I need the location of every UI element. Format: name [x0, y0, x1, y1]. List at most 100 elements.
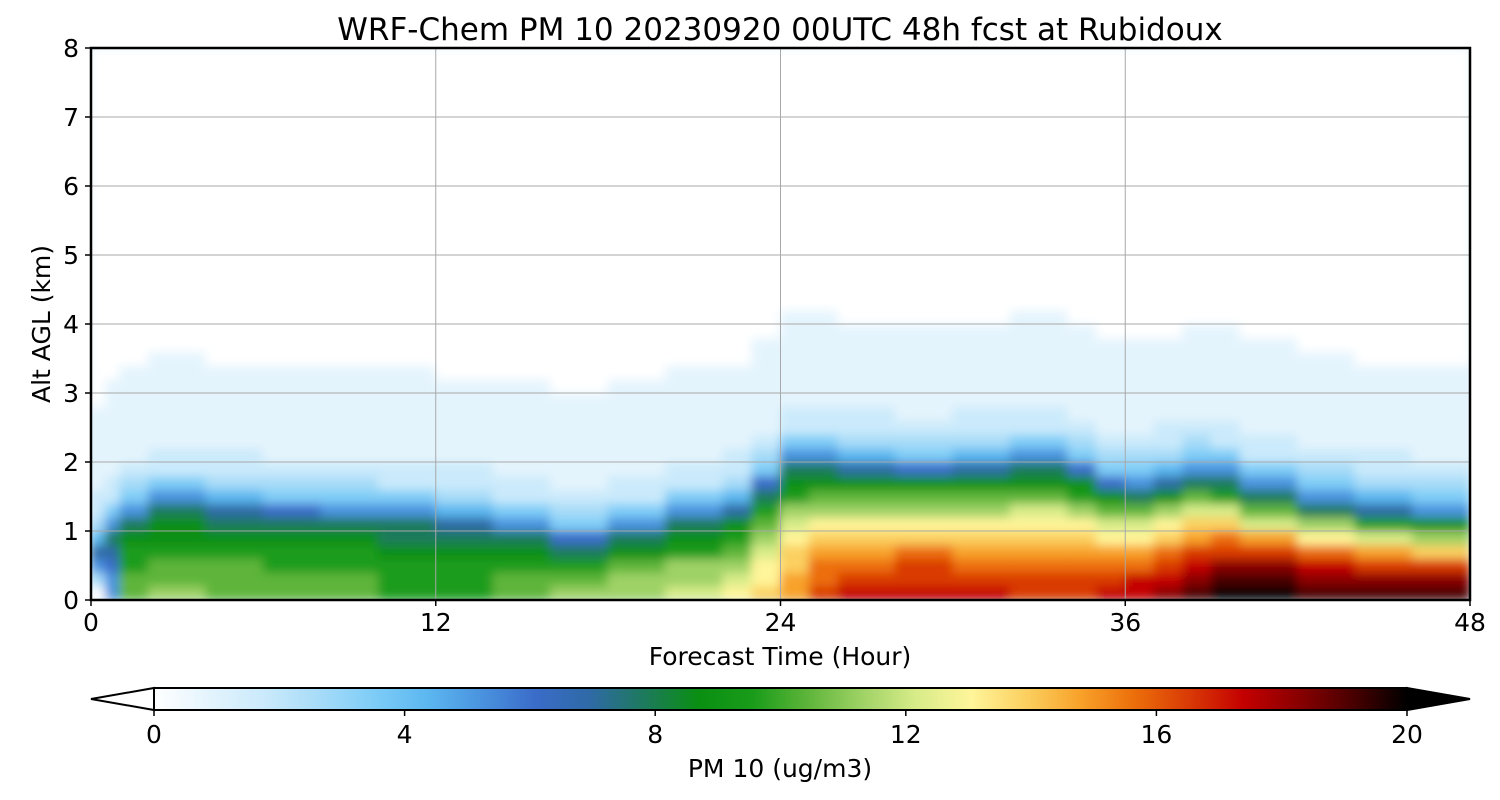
contour-cell [148, 530, 207, 546]
contour-cell [1124, 157, 1155, 173]
contour-cell [91, 461, 106, 477]
contour-cell [492, 433, 552, 449]
contour-cell [262, 61, 322, 77]
contour-cell [262, 420, 322, 435]
contour-cell [1096, 475, 1126, 491]
contour-cell [1412, 323, 1470, 339]
contour-cell [780, 530, 810, 546]
contour-cell [1297, 75, 1356, 90]
contour-cell [665, 475, 724, 491]
contour-cell [262, 144, 322, 159]
contour-cell [607, 240, 667, 256]
contour-cell [119, 102, 149, 118]
contour-cell [91, 75, 106, 90]
contour-cell [1096, 226, 1126, 242]
contour-cell [780, 558, 810, 573]
contour-cell [492, 61, 552, 77]
contour-cell [722, 282, 753, 297]
contour-cell [751, 544, 781, 560]
contour-cell [665, 130, 724, 146]
contour-cell [320, 558, 379, 573]
contour-cell [1009, 240, 1040, 256]
contour-cell [837, 254, 896, 270]
contour-cell [435, 433, 494, 449]
contour-cell [1354, 420, 1414, 435]
contour-cell [1067, 309, 1097, 325]
contour-cell [1153, 185, 1184, 201]
x-tick-label: 36 [1109, 608, 1141, 637]
contour-cell [722, 130, 753, 146]
contour-cell [607, 502, 667, 518]
contour-cell [1153, 502, 1184, 518]
contour-cell [665, 157, 724, 173]
contour-cell [205, 61, 264, 77]
contour-cell [91, 213, 106, 228]
contour-cell [1124, 254, 1155, 270]
contour-cell [492, 199, 552, 215]
contour-cell [665, 102, 724, 118]
contour-cell [1210, 489, 1241, 504]
contour-cell [1182, 88, 1212, 104]
contour-cell [320, 130, 379, 146]
contour-cell [262, 585, 322, 600]
contour-cell [952, 157, 1011, 173]
contour-cell [1412, 254, 1470, 270]
contour-cell [91, 226, 106, 242]
contour-cell [1124, 213, 1155, 228]
contour-cell [1354, 351, 1414, 366]
contour-cell [492, 406, 552, 422]
contour-cell [550, 323, 609, 339]
contour-cell [205, 199, 264, 215]
contour-cell [91, 530, 106, 546]
contour-cell [894, 185, 954, 201]
contour-cell [1354, 48, 1414, 63]
contour-cell [119, 199, 149, 215]
contour-cell [894, 364, 954, 380]
contour-cell [262, 199, 322, 215]
contour-cell [1153, 240, 1184, 256]
contour-cell [894, 75, 954, 90]
contour-cell [1096, 268, 1126, 284]
contour-cell [205, 461, 264, 477]
contour-cell [1153, 378, 1184, 394]
contour-cell [91, 544, 106, 560]
contour-cell [837, 213, 896, 228]
contour-cell [1239, 544, 1299, 560]
contour-cell [1124, 144, 1155, 159]
contour-cell [320, 571, 379, 587]
contour-cell [1038, 116, 1069, 132]
contour-cell [320, 351, 379, 366]
contour-cell [1038, 61, 1069, 77]
contour-cell [492, 157, 552, 173]
contour-cell [1067, 392, 1097, 408]
contour-cell [665, 585, 724, 600]
contour-cell [665, 240, 724, 256]
contour-cell [780, 75, 810, 90]
contour-cell [492, 213, 552, 228]
contour-cell [1153, 323, 1184, 339]
contour-cell [1153, 585, 1184, 600]
contour-cell [722, 502, 753, 518]
contour-cell [722, 75, 753, 90]
contour-cell [1009, 378, 1040, 394]
contour-cell [1182, 226, 1212, 242]
colorbar-tick-label: 0 [146, 720, 162, 749]
contour-cell [435, 337, 494, 353]
contour-cell [780, 461, 810, 477]
x-tick-label: 0 [83, 608, 99, 637]
contour-cell [550, 530, 609, 546]
contour-cell [722, 406, 753, 422]
contour-cell [722, 295, 753, 311]
contour-cell [377, 558, 437, 573]
contour-cell [377, 282, 437, 297]
contour-cell [550, 61, 609, 77]
contour-cell [1412, 447, 1470, 463]
contour-cell [1009, 433, 1040, 449]
contour-cell [377, 157, 437, 173]
contour-cell [607, 364, 667, 380]
colorbar-min-extension [90, 686, 155, 712]
contour-cell [665, 226, 724, 242]
contour-cell [205, 282, 264, 297]
contour-cell [1239, 75, 1299, 90]
contour-cell [1182, 489, 1212, 504]
